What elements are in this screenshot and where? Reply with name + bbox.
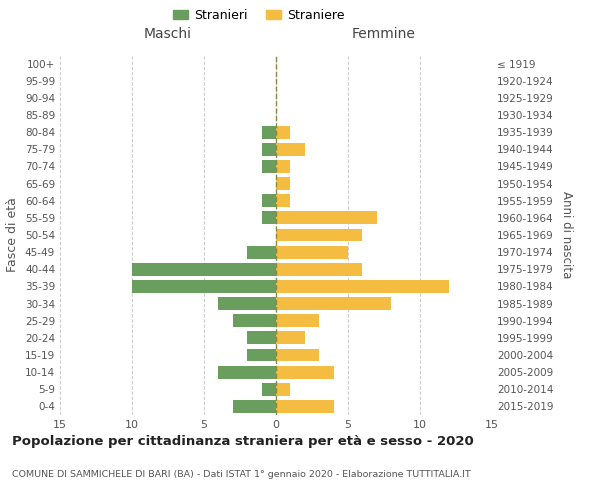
Bar [132,263,276,276]
Text: Popolazione per cittadinanza straniera per età e sesso - 2020: Popolazione per cittadinanza straniera p… [12,435,474,448]
Bar [262,194,276,207]
Bar [276,228,362,241]
Bar [247,246,276,258]
Bar [247,332,276,344]
Bar [218,297,276,310]
Bar [262,212,276,224]
Text: Femmine: Femmine [352,26,416,40]
Bar [276,194,290,207]
Bar [262,160,276,173]
Bar [276,314,319,327]
Y-axis label: Fasce di età: Fasce di età [7,198,19,272]
Bar [276,348,319,362]
Y-axis label: Anni di nascita: Anni di nascita [560,192,573,278]
Bar [276,263,362,276]
Legend: Stranieri, Straniere: Stranieri, Straniere [167,4,350,26]
Bar [276,177,290,190]
Bar [276,383,290,396]
Bar [276,400,334,413]
Bar [132,280,276,293]
Bar [233,314,276,327]
Bar [276,246,348,258]
Bar [262,126,276,138]
Text: COMUNE DI SAMMICHELE DI BARI (BA) - Dati ISTAT 1° gennaio 2020 - Elaborazione TU: COMUNE DI SAMMICHELE DI BARI (BA) - Dati… [12,470,471,479]
Bar [276,212,377,224]
Bar [218,366,276,378]
Bar [247,348,276,362]
Bar [262,143,276,156]
Bar [276,332,305,344]
Bar [276,160,290,173]
Bar [233,400,276,413]
Bar [276,297,391,310]
Bar [276,143,305,156]
Text: Maschi: Maschi [144,26,192,40]
Bar [276,280,449,293]
Bar [276,126,290,138]
Bar [276,366,334,378]
Bar [262,383,276,396]
